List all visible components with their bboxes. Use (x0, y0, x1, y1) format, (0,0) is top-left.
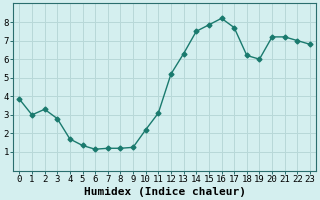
X-axis label: Humidex (Indice chaleur): Humidex (Indice chaleur) (84, 186, 246, 197)
